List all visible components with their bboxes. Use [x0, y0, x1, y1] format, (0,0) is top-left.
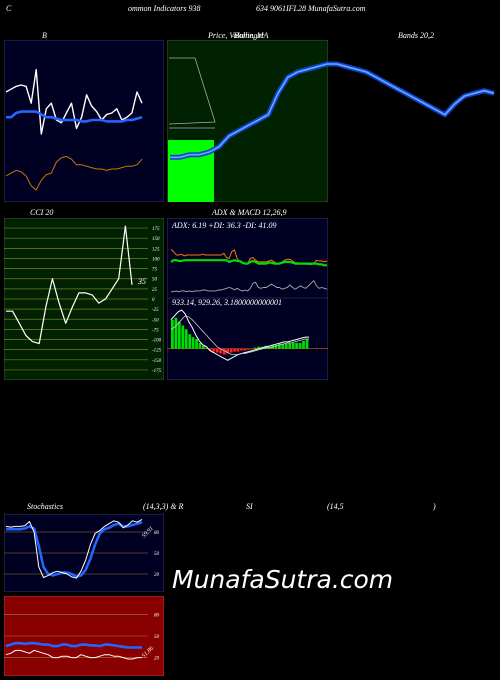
- bollinger-series-line: [5, 155, 143, 191]
- adx-macd-panel: ADX: 6.19 +DI: 36.3 -DI: 41.09 933.14, 9…: [167, 218, 328, 380]
- macd-signal-line: [170, 315, 309, 355]
- bands-label: Bands 20,2: [398, 31, 434, 40]
- macd-histogram-bar: [184, 329, 188, 349]
- macd-histogram-bar: [177, 321, 181, 349]
- macd-histogram-bar: [236, 348, 240, 352]
- cci-tick-label: -175: [152, 369, 162, 374]
- macd-histogram-bar: [174, 317, 178, 349]
- bollinger-panel: [4, 40, 164, 202]
- price-ma-panel: [167, 40, 328, 202]
- macd-histogram-bar: [229, 348, 233, 353]
- macd-histogram-bar: [219, 348, 223, 354]
- stochastics-tick-label: 50: [154, 552, 160, 557]
- macd-histogram-bar: [267, 345, 271, 349]
- price-ma-line-glow: [170, 61, 495, 160]
- cci-tick-label: 0: [152, 298, 155, 303]
- cci-tick-label: 50: [152, 278, 158, 283]
- cci-tick-label: 25: [152, 288, 158, 293]
- rsi-tick-label: 50: [154, 635, 160, 640]
- macd-histogram-bar: [274, 344, 278, 349]
- stoch-label-a: Stochastics: [27, 502, 63, 511]
- macd-histogram-bar: [195, 339, 198, 349]
- rsi-slow-line: [5, 641, 142, 649]
- watermark: MunafaSutra.com: [172, 565, 394, 594]
- cci-tick-label: 125: [152, 247, 160, 252]
- stochastics-fast-line: [5, 518, 143, 579]
- rsi-tick-label: 20: [154, 657, 160, 662]
- bollinger-series-line: [5, 68, 143, 135]
- cci-panel: 175 150 125 100 75 50 25 0 -25 -50 -75 -100 -125 -150…: [4, 218, 164, 380]
- adx-series-line: [171, 280, 328, 293]
- rsi-tick-label: 80: [154, 613, 160, 618]
- header-left: C: [6, 4, 12, 13]
- price-ma-overlay-label: Bollinger: [234, 31, 265, 40]
- price-ma-label: Price, Volume, MA: [208, 31, 269, 40]
- adx-values: ADX: 6.19 +DI: 36.3 -DI: 41.09: [171, 221, 277, 230]
- macd-histogram-bar: [205, 347, 209, 349]
- macd-histogram-bar: [257, 346, 261, 349]
- rsi-fast-line: [5, 649, 142, 660]
- macd-histogram-bar: [222, 348, 226, 355]
- price-ma-line: [170, 63, 495, 159]
- macd-histogram-bar: [209, 348, 212, 351]
- macd-histogram-bar: [250, 348, 254, 350]
- cci-tick-label: 75: [152, 268, 158, 273]
- cci-tick-label: -150: [152, 359, 162, 364]
- macd-histogram-bar: [288, 342, 292, 349]
- macd-histogram-bar: [181, 325, 185, 349]
- cci-line: [6, 225, 133, 345]
- macd-histogram-bar: [188, 334, 192, 349]
- cci-tick-label: -25: [152, 308, 159, 313]
- stochastics-tick-label: 20: [154, 573, 160, 578]
- macd-histogram-bar: [291, 342, 295, 349]
- header-middle: ommon Indicators 938: [128, 4, 201, 13]
- cci-tick-label: 175: [152, 227, 160, 232]
- bollinger-series-line: [6, 110, 143, 123]
- stoch-label-e: ): [433, 502, 436, 511]
- cci-tick-label: -100: [152, 339, 162, 344]
- macd-values: 933.14, 929.26, 3.1800000000001: [172, 298, 282, 307]
- price-line-layer: [170, 61, 495, 160]
- stoch-label-b: (14,3,3) & R: [143, 502, 184, 511]
- stochastics-slow-line: [6, 520, 143, 579]
- macd-histogram-bar: [278, 343, 281, 349]
- macd-histogram-bar: [281, 343, 285, 349]
- macd-histogram-bar: [253, 347, 257, 349]
- macd-histogram-bar: [233, 348, 236, 352]
- macd-histogram-bar: [171, 319, 174, 349]
- macd-histogram-bar: [202, 345, 205, 349]
- macd-histogram-bar: [305, 339, 309, 349]
- stoch-label-c: SI: [246, 502, 253, 511]
- cci-value: 35: [137, 277, 146, 286]
- macd-histogram-bar: [246, 348, 250, 350]
- macd-histogram-bar: [191, 337, 195, 349]
- macd-histogram-bar: [298, 342, 302, 349]
- price-guide-line: [168, 57, 216, 125]
- macd-histogram-bar: [212, 348, 216, 352]
- macd-histogram-bar: [284, 343, 288, 349]
- macd-histogram-bar: [295, 342, 298, 349]
- cci-label: CCI 20: [30, 208, 54, 217]
- cci-tick-label: -125: [152, 349, 162, 354]
- cci-tick-label: 100: [152, 257, 160, 262]
- macd-histogram-bar: [226, 348, 229, 354]
- stoch-label-d: (14,5: [327, 502, 344, 511]
- cci-tick-label: -75: [152, 328, 159, 333]
- macd-histogram-bar: [215, 348, 219, 353]
- cci-tick-label: -50: [152, 318, 159, 323]
- header-right: 634 9061IFL28 MunafaSutra.com: [256, 4, 366, 13]
- macd-histogram-bar: [198, 342, 202, 349]
- cci-tick-label: 150: [152, 237, 160, 242]
- stochastics-tick-label: 80: [154, 531, 160, 536]
- macd-histogram-bar: [302, 340, 305, 349]
- macd-histogram-bar: [243, 348, 247, 351]
- adx-series-line: [170, 259, 327, 267]
- adx-macd-label: ADX & MACD 12,26,9: [212, 208, 287, 217]
- macd-histogram-bar: [240, 348, 243, 351]
- bollinger-label: B: [42, 31, 47, 40]
